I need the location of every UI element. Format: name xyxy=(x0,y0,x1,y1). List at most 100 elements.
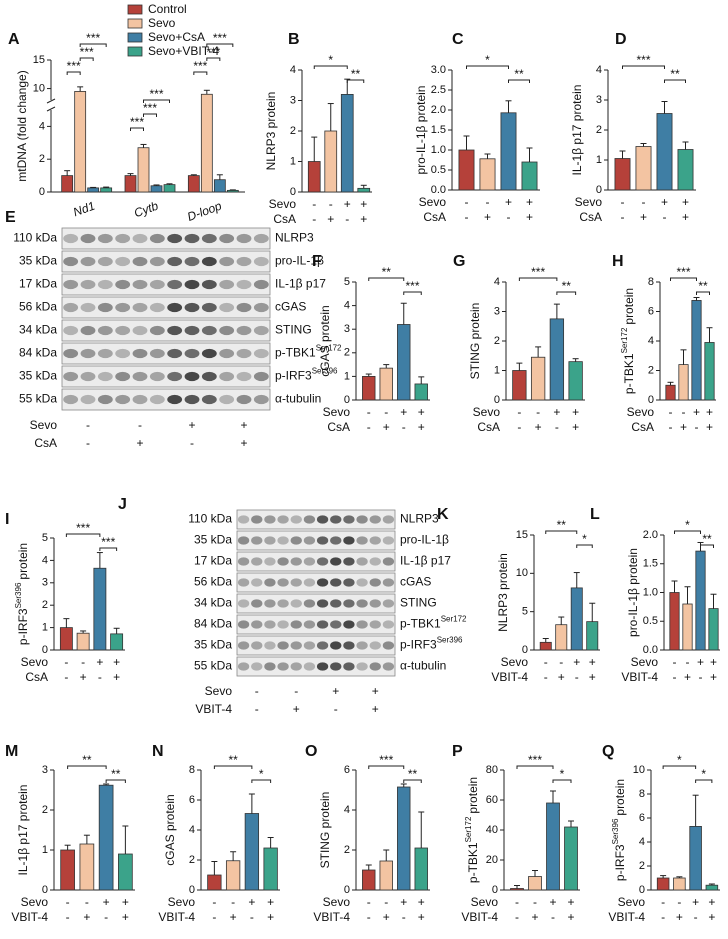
blot-band xyxy=(356,599,368,608)
blot-band xyxy=(290,662,302,671)
y-axis-label: mtDNA (fold change) xyxy=(15,70,29,181)
y-tick-label: 6 xyxy=(344,764,350,776)
y-tick-label: 2.5 xyxy=(431,84,446,96)
protein-name: STING xyxy=(275,323,312,337)
condition-sign: + xyxy=(535,420,542,434)
condition-name: VBIT-4 xyxy=(158,910,195,924)
condition-sign: + xyxy=(682,195,689,209)
y-tick-label: 4 xyxy=(494,276,500,288)
protein-name: cGAS xyxy=(275,300,306,314)
blot-band xyxy=(343,578,355,587)
bar xyxy=(708,608,719,651)
significance-bracket xyxy=(662,765,697,769)
significance-label: *** xyxy=(143,101,157,115)
significance-label: ** xyxy=(698,279,708,293)
blot-band xyxy=(253,233,269,244)
bar xyxy=(118,853,133,891)
protein-name-sup: Ser396 xyxy=(312,367,338,376)
condition-sign: + xyxy=(293,702,300,716)
bar xyxy=(150,185,163,193)
blot-band xyxy=(277,536,289,545)
condition-sign: - xyxy=(559,655,563,669)
condition-sign: + xyxy=(80,670,87,684)
blot-band xyxy=(237,599,250,608)
blot-band xyxy=(277,515,289,524)
blot-band xyxy=(149,256,165,267)
blot-band xyxy=(167,233,183,244)
bar xyxy=(479,158,496,191)
blot-band xyxy=(264,515,276,524)
protein-name: α-tubulin xyxy=(275,392,321,406)
blot-strip xyxy=(236,572,396,593)
bar xyxy=(528,876,542,891)
y-axis-label: NLRP3 protein xyxy=(496,553,510,632)
blot-band xyxy=(219,279,235,290)
significance-label: ** xyxy=(111,767,121,781)
significance-bracket xyxy=(79,43,107,47)
condition-sign: + xyxy=(372,684,379,698)
blot-band xyxy=(97,302,113,313)
blot-strip xyxy=(236,551,396,572)
axis-break xyxy=(46,98,56,104)
y-tick-label: 2 xyxy=(648,364,654,376)
blot-band xyxy=(264,620,276,629)
blot-band xyxy=(253,371,269,382)
condition-name: Sevo xyxy=(168,895,196,909)
condition-sign: + xyxy=(267,910,274,924)
y-tick-label: 3 xyxy=(42,764,48,776)
significance-bracket xyxy=(99,547,118,551)
blot-band xyxy=(303,662,316,671)
condition-sign: - xyxy=(255,684,259,698)
significance-label: *** xyxy=(379,753,393,767)
blot-band xyxy=(251,578,263,587)
blot-band xyxy=(63,394,79,405)
blot-band xyxy=(290,599,302,608)
condition-sign: + xyxy=(240,436,247,450)
condition-sign: - xyxy=(517,405,521,419)
y-tick-label: 0 xyxy=(189,884,195,896)
panel-letter: J xyxy=(118,496,127,513)
condition-name: CsA xyxy=(579,210,602,224)
blot-band xyxy=(369,641,381,650)
panel-letter: H xyxy=(612,253,624,270)
blot-band xyxy=(201,233,217,244)
condition-sign: + xyxy=(113,655,120,669)
y-axis-label: p-TBK1Ser172 protein xyxy=(620,288,636,394)
condition-name: Sevo xyxy=(618,895,646,909)
blot-band xyxy=(251,536,263,545)
blot-band xyxy=(184,279,200,290)
y-tick-label: 3 xyxy=(344,323,350,335)
condition-sign: - xyxy=(64,670,68,684)
blot-band xyxy=(316,557,329,566)
condition-name: Sevo xyxy=(471,895,499,909)
condition-name: Sevo xyxy=(419,195,447,209)
blot-band xyxy=(264,578,276,587)
legend-label: Sevo+VBIT-4 xyxy=(148,44,219,58)
bar xyxy=(244,813,260,891)
condition-sign: + xyxy=(684,670,691,684)
condition-name: CsA xyxy=(34,436,57,450)
bar xyxy=(669,592,680,651)
y-axis-label: cGAS protein xyxy=(163,794,177,865)
blot-band xyxy=(184,302,200,313)
blot-band xyxy=(382,662,395,671)
blot-band xyxy=(356,536,368,545)
band-size: 55 kDa xyxy=(19,392,57,406)
blot-band xyxy=(237,578,250,587)
y-tick-label: 5 xyxy=(344,276,350,288)
blot-strip xyxy=(61,342,271,365)
blot-band xyxy=(253,394,269,405)
y-tick-label: 3 xyxy=(42,577,48,589)
significance-label: ** xyxy=(382,265,392,279)
condition-name: VBIT-4 xyxy=(313,910,350,924)
blot-band xyxy=(330,599,342,608)
blot-band xyxy=(219,233,235,244)
y-tick-label: 15 xyxy=(516,529,528,541)
condition-sign: + xyxy=(113,670,120,684)
blot-band xyxy=(63,325,79,336)
significance-label: * xyxy=(701,767,706,781)
condition-sign: - xyxy=(250,910,254,924)
significance-bracket xyxy=(65,533,101,537)
blot-band xyxy=(237,515,250,524)
condition-sign: - xyxy=(575,670,579,684)
